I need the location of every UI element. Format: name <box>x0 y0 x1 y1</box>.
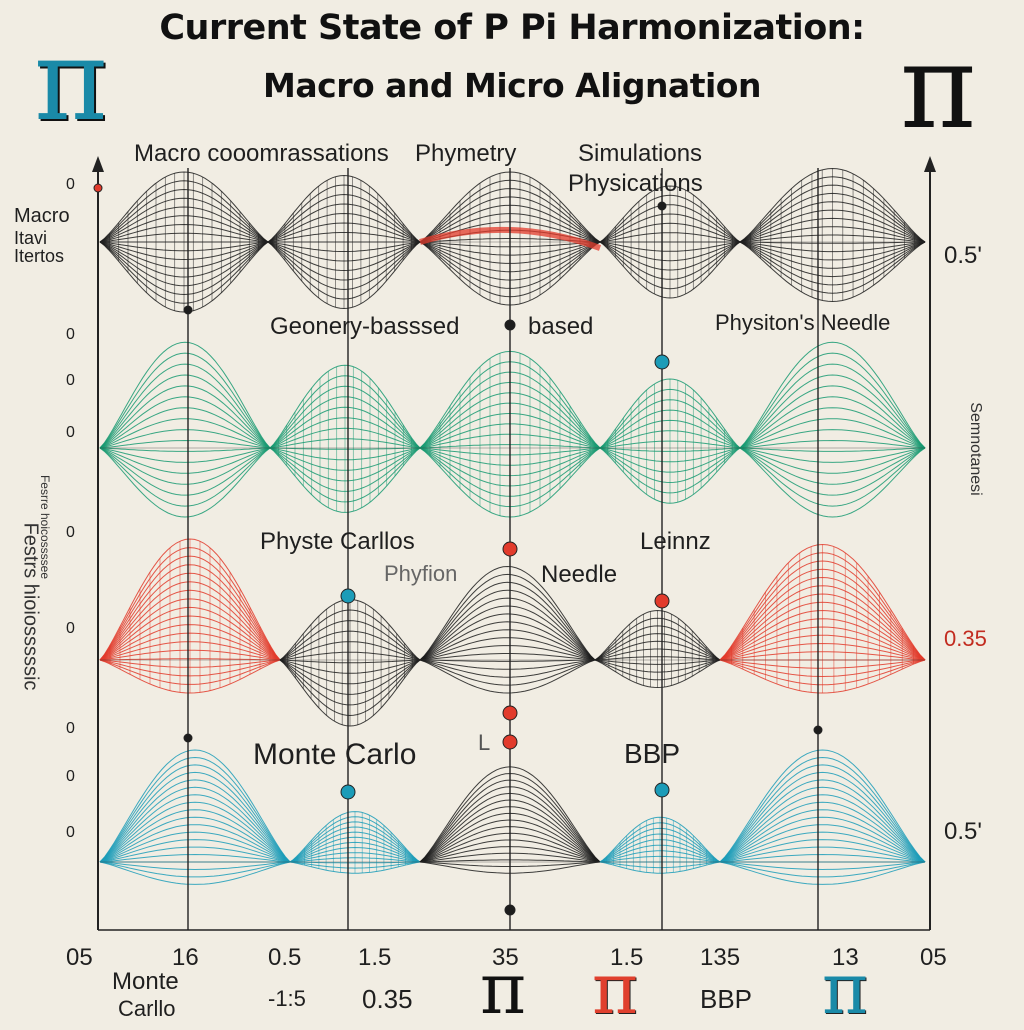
left-tick-8: 0 <box>66 768 75 785</box>
tick-label-3: 0.5 <box>268 944 302 971</box>
wave-band-2 <box>99 341 926 518</box>
marker-dot-13 <box>183 733 193 743</box>
right-axis-arrow <box>924 156 936 172</box>
pi-symbol-bottom-red: π <box>592 948 639 1030</box>
tick-label-6: 1.5 <box>610 944 644 971</box>
bottom-label-bbp: BBP <box>700 984 753 1014</box>
left-tick-7: 0 <box>66 720 75 737</box>
wave-band-1 <box>99 167 926 313</box>
label-needle: Needle <box>541 561 618 588</box>
wave-band-4 <box>99 749 926 885</box>
tick-label-9: 05 <box>920 944 947 971</box>
left-tick-1: 0 <box>66 176 75 193</box>
left-tick-2: 0 <box>66 326 75 343</box>
left-tick-4: 0 <box>66 424 75 441</box>
left-label-macro: Macro <box>14 205 70 227</box>
marker-dot-6 <box>340 588 356 604</box>
left-label-line2: Itavi <box>14 228 48 248</box>
marker-dot-1 <box>93 183 103 193</box>
marker-dot-12 <box>654 782 670 798</box>
pi-symbol-bottom-blue: π <box>822 948 869 1030</box>
wave-bands <box>99 167 926 885</box>
label-physte-carllos: Physte Carllos <box>260 528 415 555</box>
label-geometry-based: Geonery-basssed <box>270 313 460 340</box>
bottom-label-carlo: Carllo <box>118 996 176 1021</box>
marker-dot-9 <box>502 705 518 721</box>
tick-label-7: 135 <box>700 944 741 971</box>
label-simulations: Simulations <box>578 140 703 167</box>
marker-dot-5 <box>657 201 667 211</box>
diagram-title-line2: Macro and Micro Alignation <box>263 66 761 105</box>
pi-symbol-top-right: π <box>900 20 977 155</box>
marker-dot-7 <box>502 541 518 557</box>
pi-symbol-top-left: π <box>34 16 108 146</box>
pi-symbol-bottom-black: π <box>480 948 527 1030</box>
right-value-top: 0.5' <box>944 242 982 269</box>
left-label-line3: Itertos <box>14 246 65 266</box>
marker-dots <box>93 183 823 916</box>
marker-dot-15 <box>504 904 516 916</box>
tick-label-2: 16 <box>172 944 199 971</box>
label-small-l: L <box>478 730 491 755</box>
label-physications: Physications <box>568 170 703 197</box>
marker-dot-3 <box>504 319 516 331</box>
label-monte-carlo: Monte Carlo <box>253 738 417 771</box>
marker-dot-8 <box>654 593 670 609</box>
right-value-bottom: 0.5' <box>944 818 982 845</box>
label-leinnz: Leinnz <box>640 528 711 555</box>
left-axis-arrow <box>92 156 104 172</box>
wave-band-3 <box>99 538 926 727</box>
bottom-label-value: 0.35 <box>362 984 413 1014</box>
bottom-label-minus: -1:5 <box>268 986 306 1011</box>
left-tick-5: 0 <box>66 524 75 541</box>
label-macro-comparisons: Macro cooomrassations <box>134 140 389 167</box>
tick-label-8: 13 <box>832 944 859 971</box>
label-physitons-needle: Physiton's Needle <box>715 310 891 335</box>
label-phymetry: Phymetry <box>415 140 517 167</box>
bottom-label-monte: Monte <box>112 968 179 995</box>
left-tick-6: 0 <box>66 620 75 637</box>
tick-label-1: 05 <box>66 944 93 971</box>
diagram-title-line1: Current State of P Pi Harmonization: <box>159 8 865 48</box>
right-axis-title: Semnotanesi <box>967 402 984 496</box>
label-based: based <box>528 313 594 340</box>
diagram-axes <box>92 156 936 931</box>
right-value-middle: 0.35 <box>944 626 987 651</box>
label-bbp: BBP <box>624 738 681 769</box>
label-phyton: Phyfion <box>384 561 458 586</box>
tick-label-5: 35 <box>492 944 519 971</box>
marker-dot-11 <box>340 784 356 800</box>
left-axis-subtitle: Fesrre hoicossssee <box>38 474 52 580</box>
tick-label-4: 1.5 <box>358 944 392 971</box>
marker-dot-10 <box>502 734 518 750</box>
marker-dot-14 <box>813 725 823 735</box>
left-tick-9: 0 <box>66 824 75 841</box>
marker-dot-2 <box>183 305 193 315</box>
left-tick-3: 0 <box>66 372 75 389</box>
marker-dot-4 <box>654 354 670 370</box>
